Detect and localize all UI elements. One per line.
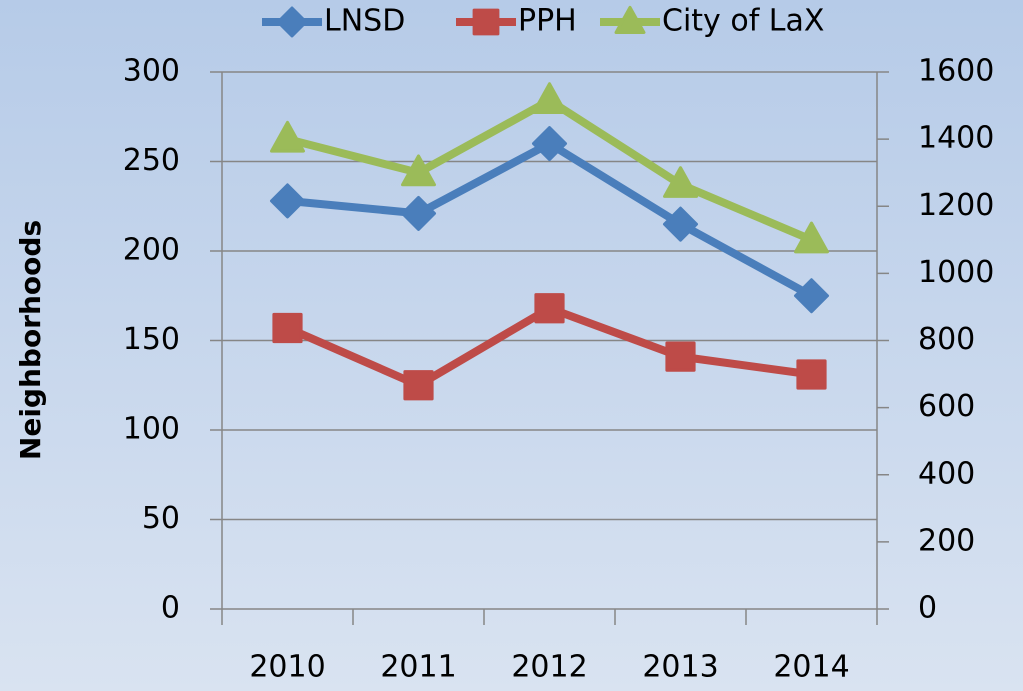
y2-tick-label: 600 — [918, 389, 975, 424]
x-tick-label: 2012 — [511, 650, 587, 685]
marker — [403, 370, 434, 401]
y2-tick-label: 800 — [918, 322, 975, 357]
marker — [794, 278, 829, 314]
y2-tick-label: 1200 — [918, 188, 994, 223]
y2-tick-label: 1600 — [918, 54, 994, 89]
marker — [663, 166, 698, 198]
legend-label: City of LaX — [662, 4, 824, 39]
marker — [401, 154, 436, 187]
marker — [270, 183, 305, 219]
y2-tick-label: 1000 — [918, 255, 994, 290]
marker — [796, 359, 827, 390]
y-tick-label: 200 — [123, 233, 180, 268]
legend-marker — [614, 5, 646, 34]
y-tick-label: 0 — [161, 591, 180, 626]
legend-marker — [276, 6, 308, 38]
y-tick-label: 300 — [123, 54, 180, 89]
x-tick-label: 2014 — [773, 650, 849, 685]
legend-label: PPH — [518, 4, 577, 39]
marker — [532, 82, 567, 115]
y-tick-label: 150 — [123, 322, 180, 357]
legend-label: LNSD — [324, 4, 405, 39]
y2-tick-label: 1400 — [918, 121, 994, 156]
y-axis-title: Neighborhoods — [14, 220, 47, 460]
legend-marker — [472, 8, 500, 36]
y2-tick-label: 200 — [918, 523, 975, 558]
marker — [272, 312, 303, 344]
y-tick-label: 100 — [123, 412, 180, 447]
marker — [270, 120, 305, 153]
marker — [663, 206, 698, 242]
marker — [534, 293, 565, 324]
marker — [532, 126, 567, 162]
x-tick-label: 2011 — [380, 650, 456, 685]
marker — [665, 341, 696, 372]
y-tick-label: 50 — [142, 501, 180, 536]
marker — [794, 221, 829, 254]
y2-tick-label: 0 — [918, 591, 937, 626]
y-tick-label: 250 — [123, 143, 180, 178]
x-tick-label: 2010 — [249, 650, 325, 685]
y2-tick-label: 400 — [918, 456, 975, 491]
x-tick-label: 2013 — [642, 650, 718, 685]
marker — [401, 195, 436, 231]
